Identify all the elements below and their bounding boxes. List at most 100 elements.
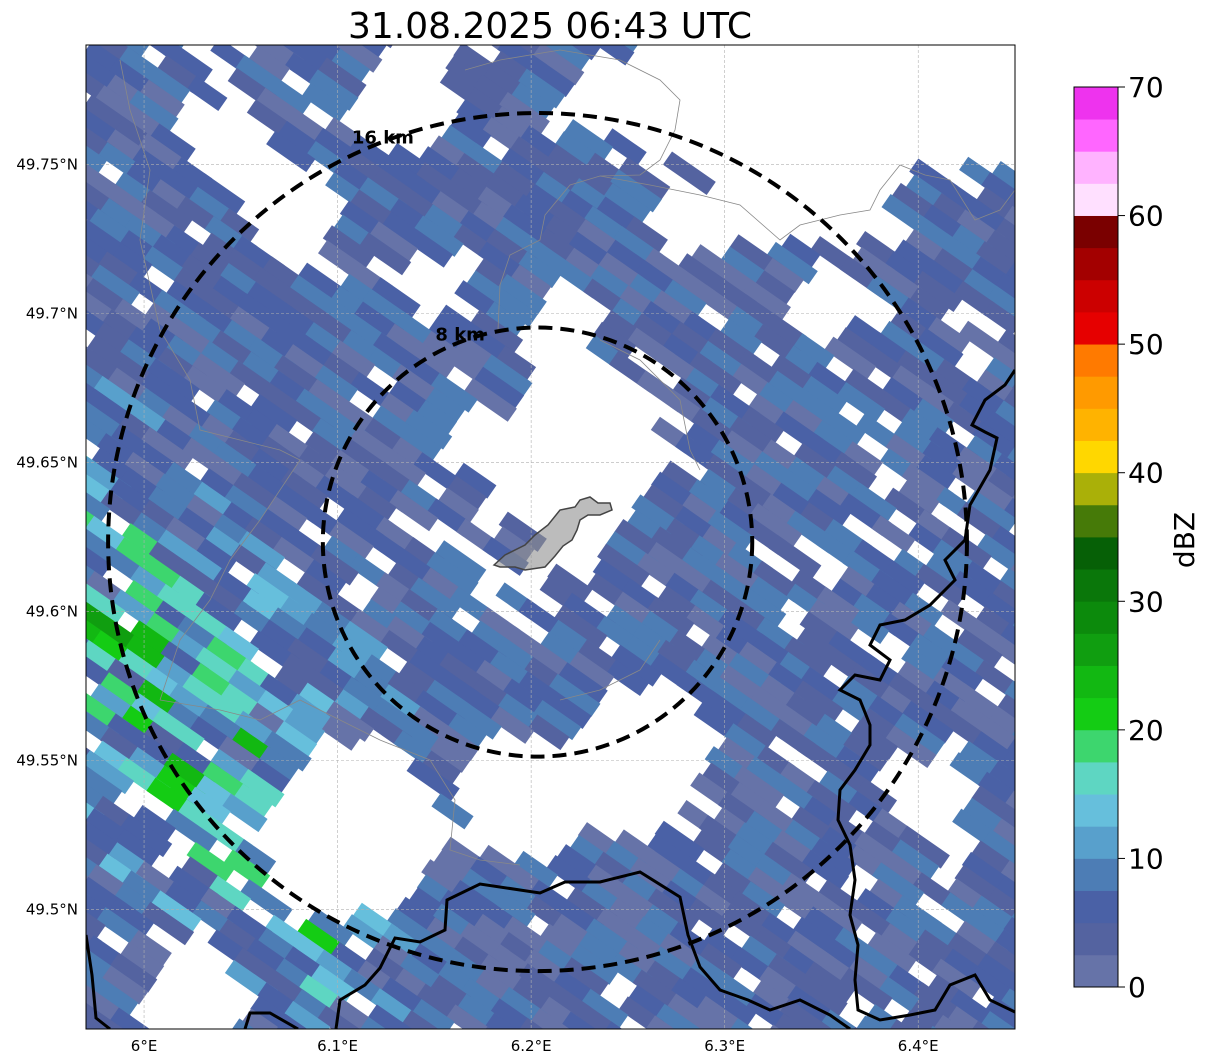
reflectivity-cell (490, 706, 535, 744)
reflectivity-cell (606, 604, 646, 639)
reflectivity-cell (1023, 766, 1074, 808)
reflectivity-cell (772, 482, 814, 519)
reflectivity-cell (544, 45, 590, 72)
reflectivity-cell (1026, 349, 1073, 389)
reflectivity-cell (248, 45, 291, 82)
reflectivity-cell (752, 633, 791, 667)
reflectivity-cell (359, 232, 412, 276)
reflectivity-cell (124, 580, 168, 617)
colorbar-segment (1074, 537, 1118, 570)
reflectivity-cell (86, 347, 122, 385)
reflectivity-cell (640, 847, 685, 886)
reflectivity-cell (846, 1026, 891, 1029)
colorbar-label: dBZ (1168, 512, 1201, 568)
reflectivity-cell (641, 610, 684, 647)
reflectivity-cell (779, 998, 829, 1029)
reflectivity-cell (719, 318, 762, 355)
reflectivity-cell (900, 1010, 944, 1029)
reflectivity-cell (276, 302, 319, 339)
reflectivity-cell (897, 661, 938, 696)
reflectivity-cell (512, 977, 552, 1012)
map-title: 31.08.2025 06:43 UTC (348, 6, 752, 47)
colorbar-segment (1074, 87, 1118, 120)
reflectivity-cell (20, 544, 71, 586)
reflectivity-cell (357, 486, 397, 521)
reflectivity-cell (532, 45, 585, 86)
colorbar-segment (1074, 472, 1118, 506)
colorbar-segment (1074, 601, 1118, 634)
reflectivity-cell (528, 714, 570, 751)
reflectivity-cell (133, 805, 177, 842)
reflectivity-cell (872, 862, 925, 906)
reflectivity-cell (310, 964, 355, 1003)
reflectivity-cell (1029, 224, 1078, 265)
reflectivity-cell (425, 552, 479, 596)
reflectivity-cell (20, 963, 68, 1003)
reflectivity-cell (718, 500, 760, 536)
reflectivity-cell (997, 329, 1015, 370)
reflectivity-cell (992, 636, 1015, 675)
reflectivity-cell (1019, 837, 1063, 875)
reflectivity-cell (196, 301, 236, 336)
reflectivity-cell (533, 699, 582, 741)
reflectivity-cell (922, 204, 966, 242)
map-area: 8 km 16 km 6°E 6.1°E 6.2°E 6.3°E 6.4°E 49.75°N… (16, 0, 1078, 1055)
reflectivity-cell (195, 173, 246, 215)
reflectivity-cell (688, 479, 735, 518)
reflectivity-cell (606, 659, 650, 696)
reflectivity-cell (988, 761, 1015, 800)
colorbar-segment (1074, 504, 1118, 538)
reflectivity-cell (783, 636, 832, 678)
reflectivity-cell (86, 53, 120, 92)
reflectivity-cell (25, 712, 78, 756)
reflectivity-cell (185, 786, 231, 825)
colorbar-segment (1074, 569, 1118, 602)
reflectivity-cell (909, 286, 950, 321)
reflectivity-cell (137, 205, 179, 242)
reflectivity-cell (489, 651, 531, 687)
colorbar-segment (1074, 762, 1118, 795)
reflectivity-cell (581, 879, 620, 913)
reflectivity-cell (613, 591, 655, 627)
reflectivity-cell (1014, 359, 1015, 403)
reflectivity-cell (219, 208, 260, 243)
reflectivity-cell (1022, 474, 1069, 513)
reflectivity-cell (748, 503, 803, 547)
range-rings: 8 km 16 km (106, 111, 969, 974)
reflectivity-cell (359, 1016, 401, 1029)
reflectivity-cell (977, 771, 1015, 814)
reflectivity-cell (113, 298, 156, 335)
reflectivity-cell (985, 995, 1015, 1029)
reflectivity-cell (150, 123, 196, 162)
reflectivity-cell (256, 690, 297, 725)
reflectivity-cell (478, 607, 521, 643)
reflectivity-cell (915, 692, 958, 728)
reflectivity-cell (69, 0, 121, 38)
reflectivity-cell (195, 592, 243, 632)
reflectivity-cell (369, 221, 418, 262)
reflectivity-cell (992, 453, 1015, 496)
reflectivity-cell (23, 363, 71, 403)
range-ring-8km (320, 325, 755, 759)
reflectivity-cell (42, 340, 85, 377)
reflectivity-cell (1027, 642, 1077, 683)
reflectivity-cell (42, 103, 84, 139)
reflectivity-cell (1011, 485, 1015, 527)
reflectivity-cell (763, 1024, 811, 1029)
reflectivity-cell (86, 216, 88, 252)
reflectivity-cell (982, 592, 1015, 631)
border-fr-lu (86, 934, 111, 1029)
reflectivity-cell (191, 353, 245, 397)
reflectivity-cell (539, 686, 592, 730)
reflectivity-cell (226, 905, 273, 945)
reflectivity-cell (807, 488, 851, 527)
reflectivity-cell (112, 243, 153, 278)
reflectivity-cell (97, 45, 150, 58)
reflectivity-cell (380, 629, 422, 666)
reflectivity-cell (850, 719, 899, 760)
reflectivity-cell (931, 958, 981, 1000)
reflectivity-cell (1016, 306, 1061, 344)
reflectivity-cell (583, 278, 625, 314)
reflectivity-cell (198, 704, 248, 746)
reflectivity-cell (980, 1011, 1015, 1029)
